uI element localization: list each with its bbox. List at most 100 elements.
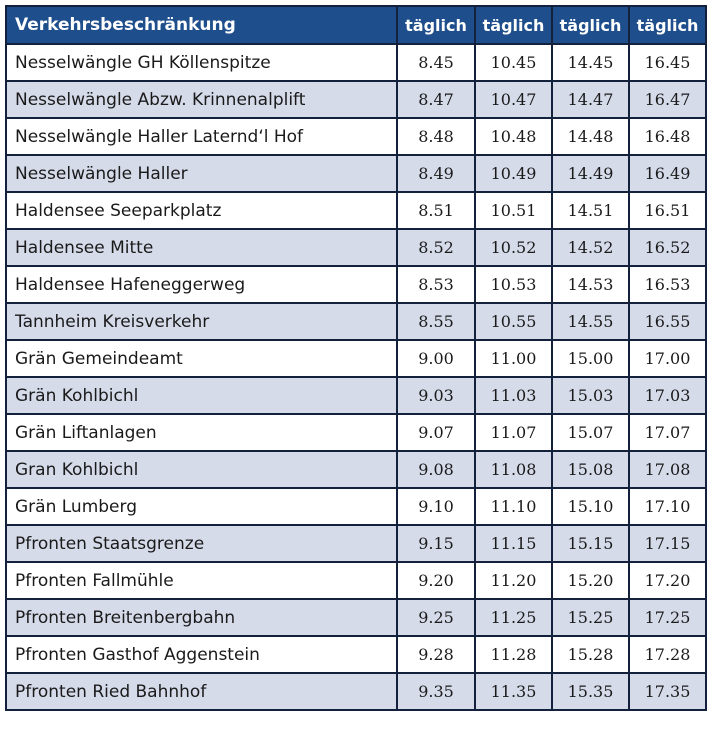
departure-time-cell: 10.47: [474, 80, 553, 119]
table-row: Pfronten Gasthof Aggenstein 9.28 11.28 15.2…: [5, 635, 707, 674]
stop-name-cell: Pfronten Ried Bahnhof: [5, 672, 398, 711]
stop-name-cell: Grän Gemeindeamt: [5, 339, 398, 378]
table-row: Grän Liftanlagen 9.07 11.07 15.07 17.07: [5, 413, 707, 452]
departure-time-cell: 14.51: [551, 191, 630, 230]
table-row: Pfronten Ried Bahnhof 9.35 11.35 15.35 17.35: [5, 672, 707, 711]
departure-time-cell: 15.15: [551, 524, 630, 563]
departure-time-cell: 9.35: [396, 672, 476, 711]
departure-time-cell: 9.10: [396, 487, 476, 526]
departure-time-cell: 16.45: [628, 43, 707, 82]
departure-time-cell: 15.08: [551, 450, 630, 489]
departure-time-cell: 15.00: [551, 339, 630, 378]
departure-time-cell: 14.45: [551, 43, 630, 82]
departure-time-cell: 11.28: [474, 635, 553, 674]
departure-time-cell: 11.08: [474, 450, 553, 489]
stop-name-cell: Nesselwängle Haller Laternd‘l Hof: [5, 117, 398, 156]
stop-name-cell: Pfronten Fallmühle: [5, 561, 398, 600]
column-header-time: täglich: [551, 5, 630, 45]
table-row: Pfronten Breitenbergbahn 9.25 11.25 15.25 17…: [5, 598, 707, 637]
departure-time-cell: 9.08: [396, 450, 476, 489]
stop-name-cell: Haldensee Seeparkplatz: [5, 191, 398, 230]
table-row: Haldensee Seeparkplatz 8.51 10.51 14.51 16.5…: [5, 191, 707, 230]
departure-time-cell: 14.55: [551, 302, 630, 341]
departure-time-cell: 15.03: [551, 376, 630, 415]
departure-time-cell: 11.03: [474, 376, 553, 415]
table-row: Haldensee Mitte 8.52 10.52 14.52 16.52: [5, 228, 707, 267]
bus-timetable: Verkehrsbeschränkung täglich täglich täg…: [5, 5, 707, 711]
column-header-stop: Verkehrsbeschränkung: [5, 5, 398, 45]
departure-time-cell: 14.52: [551, 228, 630, 267]
departure-time-cell: 16.48: [628, 117, 707, 156]
departure-time-cell: 9.20: [396, 561, 476, 600]
table-row: Nesselwängle GH Köllenspitze 8.45 10.45 14.…: [5, 43, 707, 82]
departure-time-cell: 11.15: [474, 524, 553, 563]
departure-time-cell: 17.07: [628, 413, 707, 452]
departure-time-cell: 10.49: [474, 154, 553, 193]
departure-time-cell: 11.25: [474, 598, 553, 637]
departure-time-cell: 8.51: [396, 191, 476, 230]
departure-time-cell: 16.51: [628, 191, 707, 230]
table-row: Pfronten Staatsgrenze 9.15 11.15 15.15 17.15: [5, 524, 707, 563]
stop-name-cell: Haldensee Mitte: [5, 228, 398, 267]
stop-name-cell: Gran Kohlbichl: [5, 450, 398, 489]
table-row: Nesselwängle Abzw. Krinnenalplift 8.47 10.…: [5, 80, 707, 119]
departure-time-cell: 17.20: [628, 561, 707, 600]
departure-time-cell: 8.53: [396, 265, 476, 304]
stop-name-cell: Tannheim Kreisverkehr: [5, 302, 398, 341]
stop-name-cell: Nesselwängle Abzw. Krinnenalplift: [5, 80, 398, 119]
departure-time-cell: 17.15: [628, 524, 707, 563]
departure-time-cell: 11.35: [474, 672, 553, 711]
table-row: Nesselwängle Haller Laternd‘l Hof 8.48 10.…: [5, 117, 707, 156]
departure-time-cell: 17.00: [628, 339, 707, 378]
departure-time-cell: 16.47: [628, 80, 707, 119]
departure-time-cell: 10.51: [474, 191, 553, 230]
departure-time-cell: 15.20: [551, 561, 630, 600]
stop-name-cell: Nesselwängle Haller: [5, 154, 398, 193]
departure-time-cell: 9.07: [396, 413, 476, 452]
departure-time-cell: 8.47: [396, 80, 476, 119]
timetable-body: Nesselwängle GH Köllenspitze 8.45 10.45 14.…: [5, 43, 707, 711]
departure-time-cell: 15.10: [551, 487, 630, 526]
header-row: Verkehrsbeschränkung täglich täglich täg…: [5, 5, 707, 45]
departure-time-cell: 8.55: [396, 302, 476, 341]
table-row: Haldensee Hafeneggerweg 8.53 10.53 14.53 16.…: [5, 265, 707, 304]
departure-time-cell: 17.03: [628, 376, 707, 415]
stop-name-cell: Pfronten Staatsgrenze: [5, 524, 398, 563]
departure-time-cell: 8.52: [396, 228, 476, 267]
column-header-time: täglich: [396, 5, 476, 45]
table-row: Gran Kohlbichl 9.08 11.08 15.08 17.08: [5, 450, 707, 489]
departure-time-cell: 16.55: [628, 302, 707, 341]
departure-time-cell: 14.53: [551, 265, 630, 304]
departure-time-cell: 15.07: [551, 413, 630, 452]
column-header-time: täglich: [474, 5, 553, 45]
departure-time-cell: 17.25: [628, 598, 707, 637]
departure-time-cell: 11.07: [474, 413, 553, 452]
departure-time-cell: 8.45: [396, 43, 476, 82]
stop-name-cell: Haldensee Hafeneggerweg: [5, 265, 398, 304]
departure-time-cell: 9.00: [396, 339, 476, 378]
stop-name-cell: Nesselwängle GH Köllenspitze: [5, 43, 398, 82]
departure-time-cell: 16.52: [628, 228, 707, 267]
departure-time-cell: 15.28: [551, 635, 630, 674]
departure-time-cell: 8.48: [396, 117, 476, 156]
stop-name-cell: Pfronten Gasthof Aggenstein: [5, 635, 398, 674]
table-row: Grän Kohlbichl 9.03 11.03 15.03 17.03: [5, 376, 707, 415]
departure-time-cell: 14.48: [551, 117, 630, 156]
table-row: Grän Gemeindeamt 9.00 11.00 15.00 17.00: [5, 339, 707, 378]
departure-time-cell: 9.03: [396, 376, 476, 415]
departure-time-cell: 11.20: [474, 561, 553, 600]
departure-time-cell: 17.35: [628, 672, 707, 711]
stop-name-cell: Grän Lumberg: [5, 487, 398, 526]
departure-time-cell: 11.10: [474, 487, 553, 526]
stop-name-cell: Pfronten Breitenbergbahn: [5, 598, 398, 637]
departure-time-cell: 9.28: [396, 635, 476, 674]
departure-time-cell: 10.52: [474, 228, 553, 267]
departure-time-cell: 17.28: [628, 635, 707, 674]
departure-time-cell: 9.15: [396, 524, 476, 563]
departure-time-cell: 10.53: [474, 265, 553, 304]
table-row: Pfronten Fallmühle 9.20 11.20 15.20 17.20: [5, 561, 707, 600]
column-header-time: täglich: [628, 5, 707, 45]
stop-name-cell: Grän Liftanlagen: [5, 413, 398, 452]
departure-time-cell: 15.25: [551, 598, 630, 637]
departure-time-cell: 14.47: [551, 80, 630, 119]
